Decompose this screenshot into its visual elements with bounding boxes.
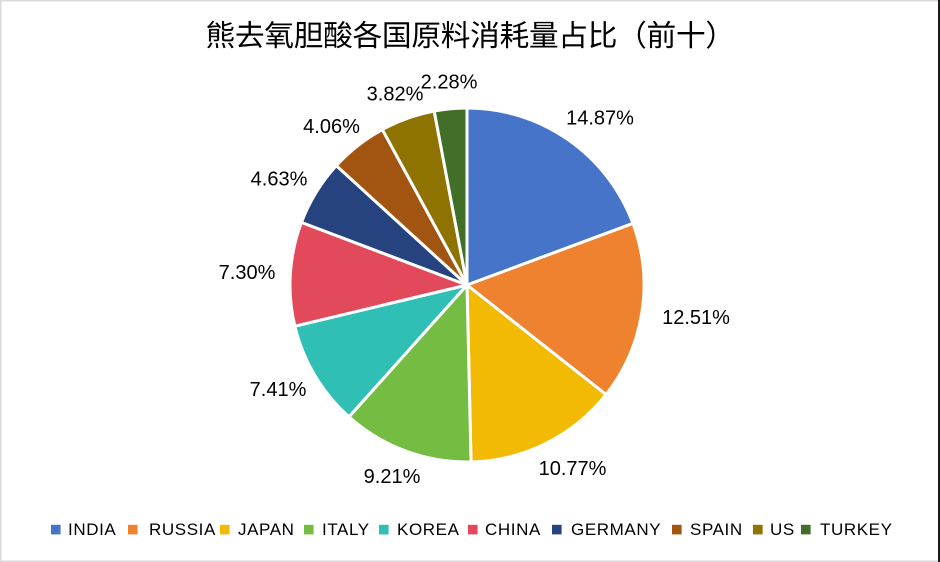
svg-text:7.30%: 7.30% xyxy=(219,262,276,284)
svg-text:4.63%: 4.63% xyxy=(251,169,308,191)
svg-text:10.77%: 10.77% xyxy=(539,458,607,480)
svg-text:4.06%: 4.06% xyxy=(303,116,360,138)
svg-text:14.87%: 14.87% xyxy=(566,108,634,130)
svg-text:3.82%: 3.82% xyxy=(367,84,424,106)
svg-text:RUSSIA: RUSSIA xyxy=(149,520,216,539)
svg-text:ITALY: ITALY xyxy=(322,520,370,539)
svg-text:KOREA: KOREA xyxy=(397,520,460,539)
svg-text:7.41%: 7.41% xyxy=(250,379,307,401)
svg-text:12.51%: 12.51% xyxy=(662,307,730,329)
svg-text:9.21%: 9.21% xyxy=(364,466,421,488)
svg-text:JAPAN: JAPAN xyxy=(238,520,295,539)
svg-text:GERMANY: GERMANY xyxy=(571,520,661,539)
svg-text:SPAIN: SPAIN xyxy=(690,520,743,539)
svg-text:INDIA: INDIA xyxy=(68,520,116,539)
svg-text:CHINA: CHINA xyxy=(485,520,541,539)
svg-text:TURKEY: TURKEY xyxy=(820,520,893,539)
svg-text:2.28%: 2.28% xyxy=(421,72,478,94)
svg-text:US: US xyxy=(770,520,795,539)
